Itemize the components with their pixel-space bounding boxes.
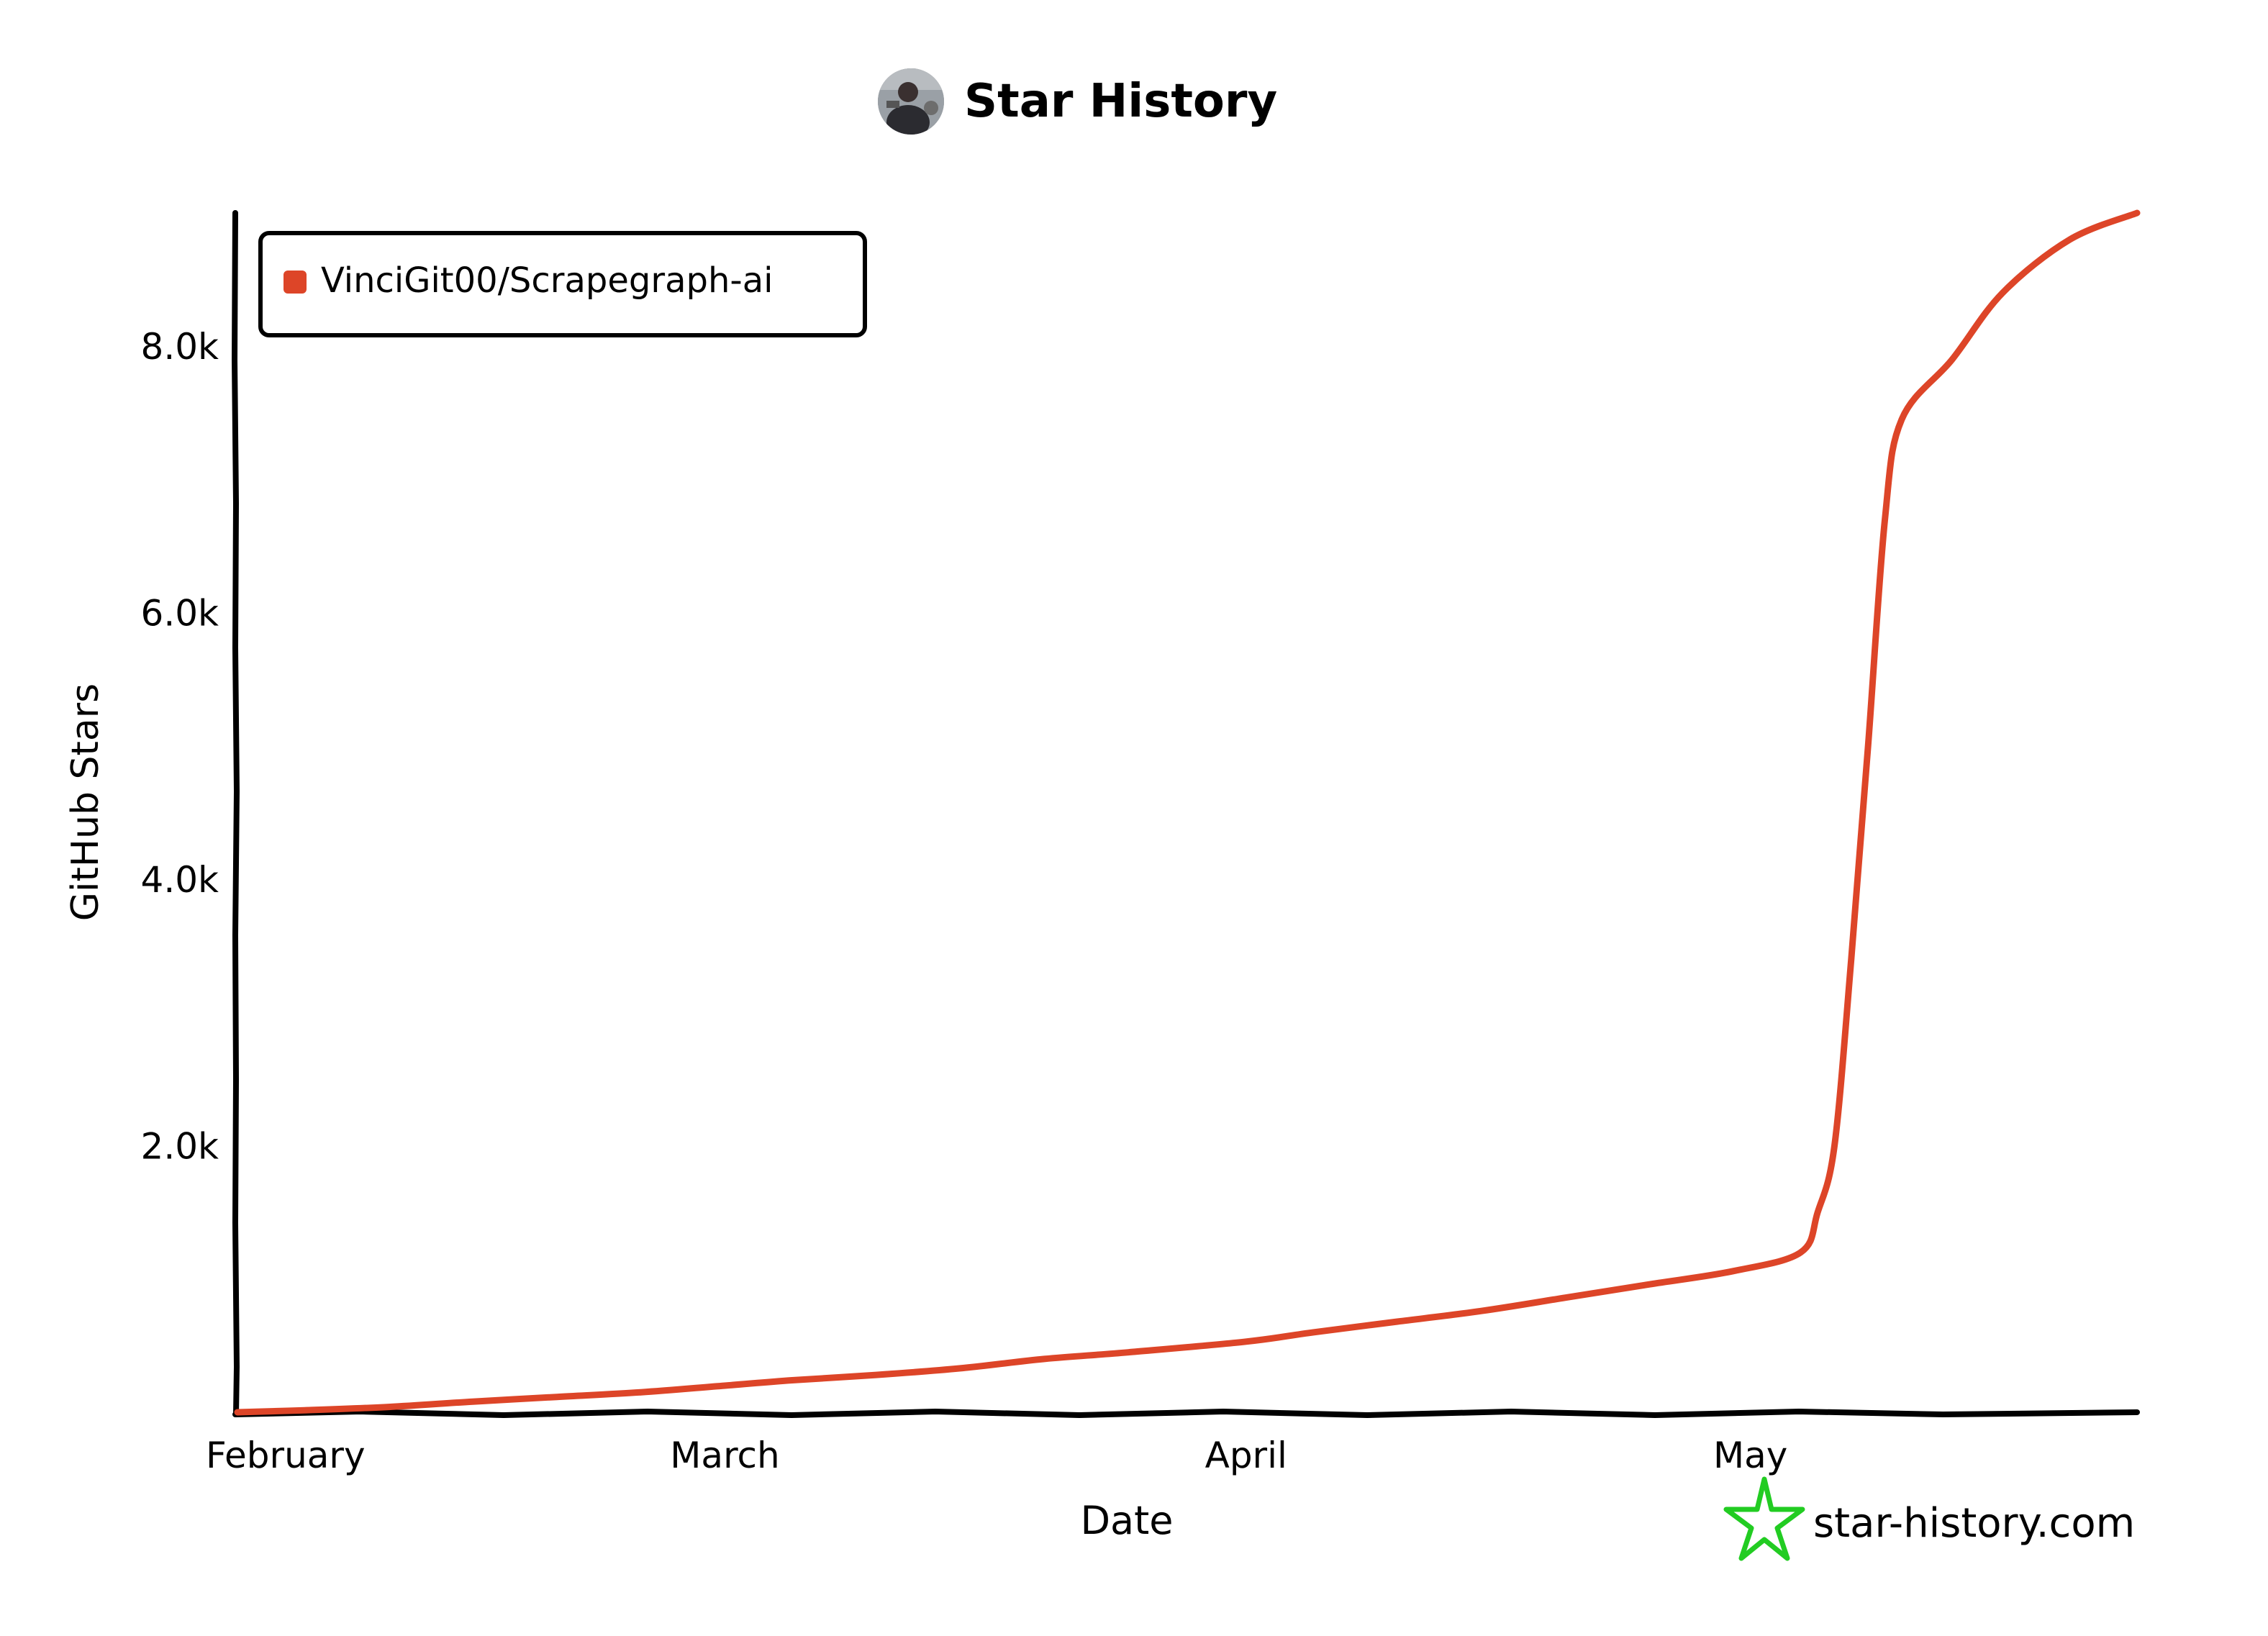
- legend-swatch: [284, 271, 307, 294]
- x-axis-label: Date: [1080, 1498, 1173, 1543]
- x-tick-label: March: [670, 1435, 779, 1476]
- y-tick-label: 8.0k: [141, 326, 219, 368]
- y-tick-label: 2.0k: [141, 1126, 219, 1168]
- y-axis-ticks: 2.0k 4.0k 6.0k 8.0k: [141, 326, 219, 1167]
- legend-label: VinciGit00/Scrapegraph-ai: [321, 260, 773, 301]
- legend[interactable]: VinciGit00/Scrapegraph-ai: [258, 231, 867, 337]
- series-line-0[interactable]: [234, 209, 2141, 1416]
- star-history-logo-icon: [1723, 1476, 1805, 1561]
- legend-box: [258, 231, 867, 337]
- chart-title: Star History: [964, 75, 1277, 128]
- chart-header: Star History: [878, 68, 1277, 135]
- user-avatar-icon: [878, 68, 944, 135]
- x-tick-label: February: [206, 1435, 366, 1476]
- x-axis-line: [232, 1408, 2140, 1419]
- x-axis: [232, 1408, 2140, 1419]
- y-axis-label: GitHub Stars: [64, 683, 107, 921]
- y-axis: [231, 210, 240, 1417]
- y-tick-label: 4.0k: [141, 859, 219, 901]
- series-layer: [234, 209, 2141, 1416]
- watermark[interactable]: star-history.com: [1723, 1476, 2135, 1561]
- watermark-text: star-history.com: [1813, 1500, 2135, 1547]
- x-tick-label: May: [1713, 1435, 1787, 1476]
- x-tick-label: April: [1205, 1435, 1287, 1476]
- x-axis-ticks: February March April May: [206, 1435, 1787, 1476]
- y-tick-label: 6.0k: [141, 593, 219, 635]
- y-axis-line: [231, 210, 240, 1417]
